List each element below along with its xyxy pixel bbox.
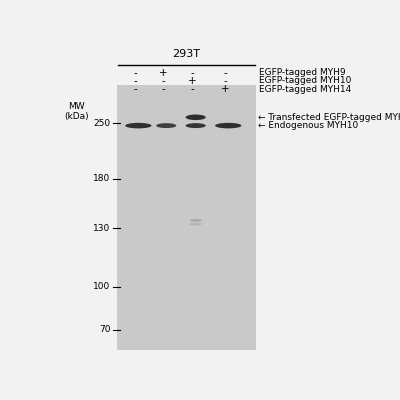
Text: -: - <box>133 84 137 94</box>
Text: +: + <box>221 84 230 94</box>
Ellipse shape <box>190 219 202 222</box>
Text: 293T: 293T <box>172 49 200 59</box>
Ellipse shape <box>186 114 206 120</box>
Ellipse shape <box>190 223 202 226</box>
Ellipse shape <box>215 123 242 128</box>
Text: EGFP-tagged MYH14: EGFP-tagged MYH14 <box>259 85 352 94</box>
Text: -: - <box>191 68 194 78</box>
Text: -: - <box>191 84 194 94</box>
Text: +: + <box>188 76 197 86</box>
Text: -: - <box>223 68 227 78</box>
Text: -: - <box>223 76 227 86</box>
Text: ← Endogenous MYH10: ← Endogenous MYH10 <box>258 121 358 130</box>
Text: ← Transfected EGFP-tagged MYH10: ← Transfected EGFP-tagged MYH10 <box>258 113 400 122</box>
Text: 100: 100 <box>93 282 110 291</box>
Text: -: - <box>161 84 165 94</box>
Ellipse shape <box>156 123 176 128</box>
Text: EGFP-tagged MYH9: EGFP-tagged MYH9 <box>259 68 346 77</box>
Text: 70: 70 <box>99 325 110 334</box>
Text: -: - <box>133 68 137 78</box>
Text: EGFP-tagged MYH10: EGFP-tagged MYH10 <box>259 76 352 86</box>
Text: 250: 250 <box>93 119 110 128</box>
Text: -: - <box>161 76 165 86</box>
Ellipse shape <box>125 123 152 128</box>
Text: +: + <box>159 68 168 78</box>
Text: MW
(kDa): MW (kDa) <box>64 102 89 121</box>
Text: 180: 180 <box>93 174 110 183</box>
Text: -: - <box>133 76 137 86</box>
Bar <box>117 85 256 350</box>
Text: 130: 130 <box>93 224 110 233</box>
Ellipse shape <box>186 123 206 128</box>
